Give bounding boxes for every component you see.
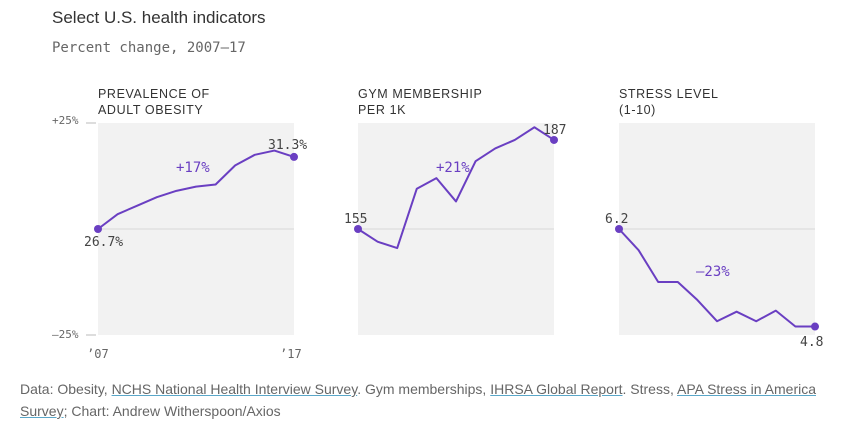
x-tick-label-start: ’07	[87, 347, 109, 361]
footer-link-ihrsa[interactable]: IHRSA Global Report	[490, 381, 623, 397]
start-label-gym: 155	[344, 212, 367, 227]
end-point-obesity	[290, 152, 298, 161]
change-label-stress: –23%	[696, 264, 730, 280]
y-tick-label-top: +25%	[52, 114, 79, 127]
end-point-gym	[550, 135, 558, 144]
footer-text-1: Data: Obesity,	[20, 381, 112, 397]
start-point-gym	[354, 225, 362, 233]
small-multiples-chart: +25% –25% ’07 ’17 26.7% 31.3% +17% 155 1…	[52, 114, 823, 361]
panel-title-obesity-line1: PREVALENCE OF	[98, 87, 210, 101]
series-line-stress	[618, 228, 815, 328]
end-label-gym: 187	[543, 123, 566, 138]
start-point-obesity	[94, 225, 102, 233]
panel-title-gym: GYM MEMBERSHIP PER 1K	[358, 86, 482, 118]
footer-text-2: . Gym memberships,	[357, 381, 491, 397]
footer-link-nchs[interactable]: NCHS National Health Interview Survey	[111, 381, 358, 397]
panel-title-obesity-line2: ADULT OBESITY	[98, 103, 204, 117]
start-point-stress	[615, 225, 623, 233]
panel-title-gym-line1: GYM MEMBERSHIP	[358, 87, 483, 101]
end-label-obesity: 31.3%	[268, 138, 307, 153]
chart-title: Select U.S. health indicators	[52, 8, 266, 27]
footer-text-4: ; Chart: Andrew Witherspoon/Axios	[63, 403, 281, 419]
series-line-gym	[357, 126, 555, 250]
panel-title-stress-line1: STRESS LEVEL	[619, 87, 719, 101]
end-point-stress	[811, 322, 819, 331]
panel-title-obesity: PREVALENCE OF ADULT OBESITY	[98, 86, 210, 118]
chart-footer: Data: Obesity, NCHS National Health Inte…	[20, 378, 850, 422]
change-label-gym: +21%	[436, 160, 470, 176]
start-label-stress: 6.2	[605, 212, 628, 227]
x-tick-label-end: ’17	[280, 347, 302, 361]
chart-subtitle: Percent change, 2007–17	[52, 40, 246, 56]
panel-title-stress: STRESS LEVEL (1-10)	[619, 86, 719, 118]
y-tick-label-bottom: –25%	[52, 328, 79, 341]
start-label-obesity: 26.7%	[84, 235, 123, 250]
panel-title-stress-line2: (1-10)	[619, 103, 656, 117]
series-line-obesity	[97, 149, 295, 230]
footer-link-apa[interactable]: APA Stress in America Survey	[20, 381, 816, 419]
footer-text-3: . Stress,	[622, 381, 677, 397]
change-label-obesity: +17%	[176, 160, 210, 176]
end-label-stress: 4.8	[800, 335, 823, 350]
panel-title-gym-line2: PER 1K	[358, 103, 407, 117]
